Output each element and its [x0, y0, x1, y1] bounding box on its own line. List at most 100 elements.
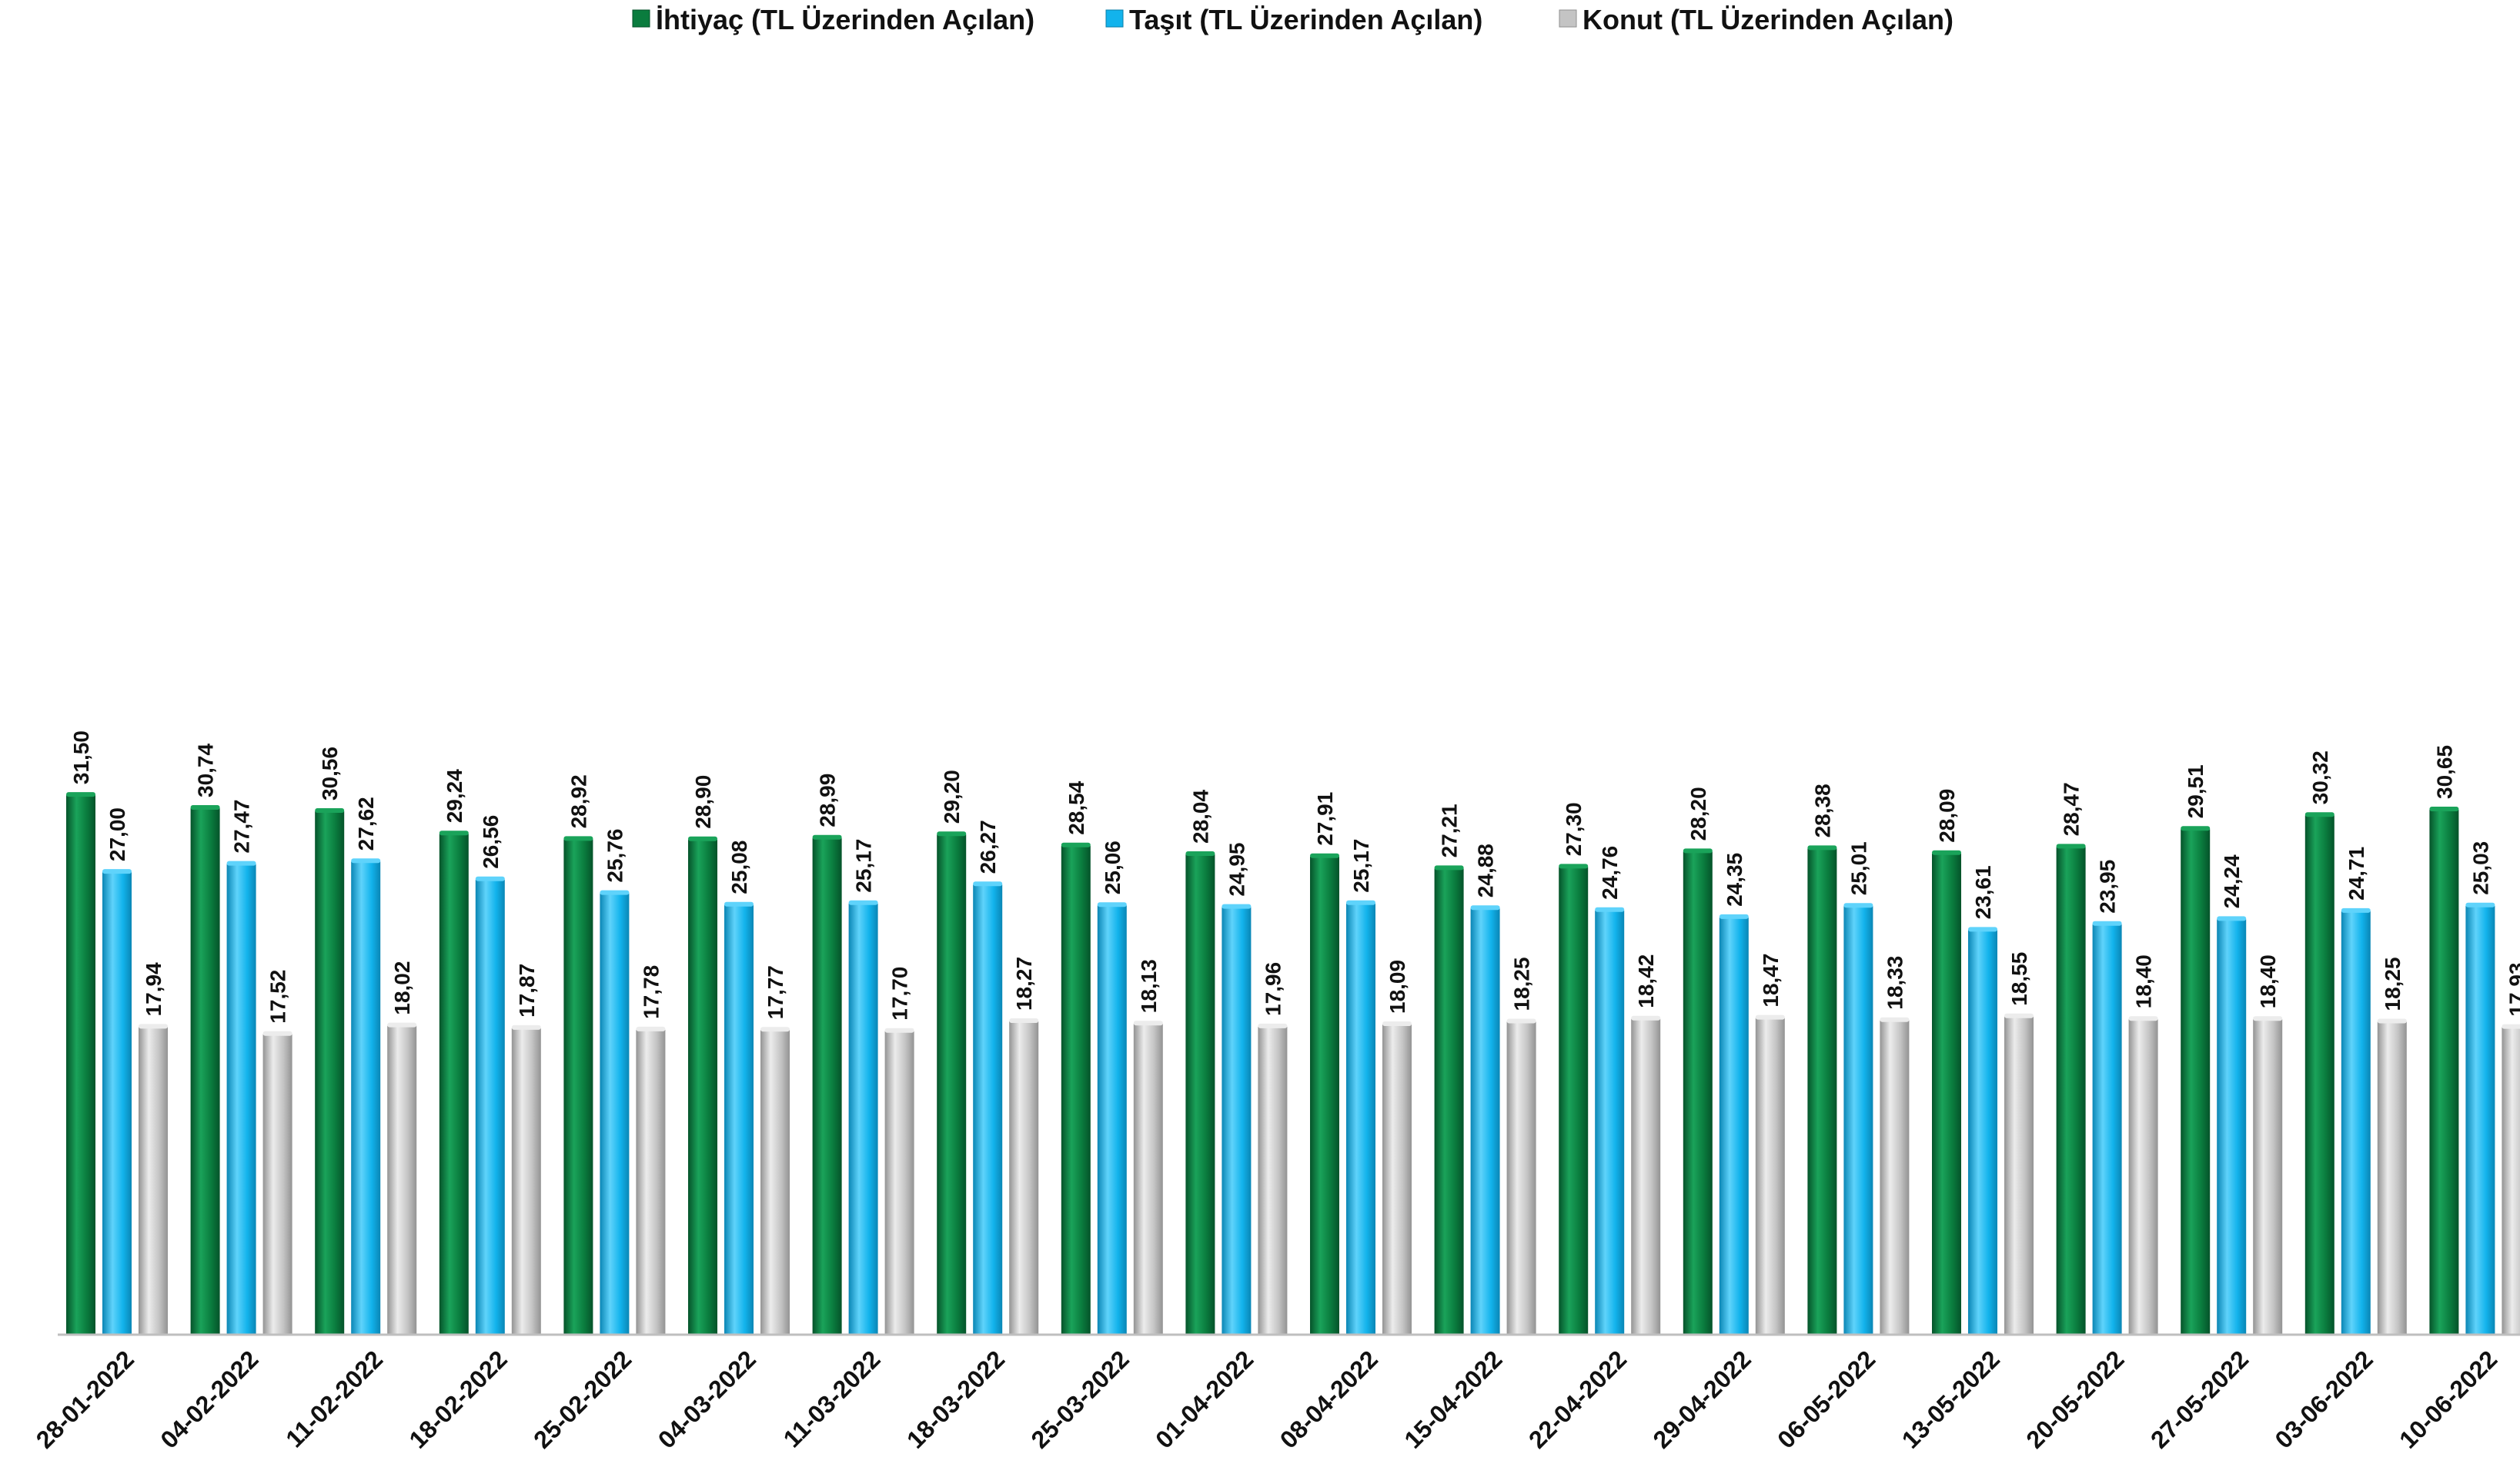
bar-cap-tasit-29-04-2022 — [1719, 914, 1749, 919]
value-label-tasit-08-04-2022: 25,17 — [1349, 839, 1373, 893]
bar-cap-tasit-11-03-2022 — [848, 900, 878, 905]
bar-ihtiyac-11-02-2022 — [315, 811, 345, 1334]
bar-konut-04-03-2022 — [760, 1030, 790, 1334]
bar-konut-01-04-2022 — [1258, 1026, 1288, 1334]
value-label-tasit-20-05-2022: 23,95 — [2096, 860, 2120, 914]
value-label-tasit-04-03-2022: 25,08 — [727, 841, 751, 894]
bar-ihtiyac-18-03-2022 — [937, 834, 967, 1334]
bar-ihtiyac-04-02-2022 — [190, 808, 220, 1334]
bar-cap-ihtiyac-13-05-2022 — [1932, 850, 1961, 855]
x-tick-label-11-03-2022: 11-03-2022 — [778, 1345, 886, 1452]
x-tick-label-29-04-2022: 29-04-2022 — [1648, 1345, 1756, 1453]
bar-cap-ihtiyac-18-03-2022 — [937, 831, 967, 837]
bar-konut-27-05-2022 — [2253, 1019, 2283, 1334]
bar-cap-tasit-20-05-2022 — [2092, 921, 2122, 926]
value-label-ihtiyac-10-06-2022: 30,65 — [2432, 745, 2456, 799]
value-label-konut-13-05-2022: 18,55 — [2007, 952, 2031, 1006]
value-label-tasit-11-03-2022: 25,17 — [852, 839, 876, 893]
value-label-tasit-22-04-2022: 24,76 — [1598, 846, 1622, 900]
bar-tasit-08-04-2022 — [1346, 903, 1375, 1334]
bar-ihtiyac-28-01-2022 — [66, 795, 95, 1334]
value-label-tasit-11-02-2022: 27,62 — [354, 797, 378, 851]
value-label-ihtiyac-27-05-2022: 29,51 — [2184, 764, 2208, 818]
bar-cap-konut-22-04-2022 — [1631, 1015, 1661, 1021]
bar-cap-konut-04-03-2022 — [760, 1027, 790, 1032]
value-label-konut-06-05-2022: 18,33 — [1883, 956, 1907, 1010]
x-tick-label-11-02-2022: 11-02-2022 — [280, 1345, 388, 1452]
bar-cap-konut-25-03-2022 — [1133, 1021, 1163, 1026]
value-label-ihtiyac-15-04-2022: 27,21 — [1438, 804, 1462, 857]
x-tick-label-20-05-2022: 20-05-2022 — [2020, 1345, 2129, 1453]
value-label-ihtiyac-04-03-2022: 28,90 — [691, 775, 715, 829]
bar-ihtiyac-06-05-2022 — [1807, 848, 1837, 1334]
x-tick-label-18-02-2022: 18-02-2022 — [404, 1345, 513, 1453]
bar-konut-11-03-2022 — [884, 1031, 914, 1334]
bar-ihtiyac-27-05-2022 — [2181, 829, 2211, 1334]
value-label-konut-01-04-2022: 17,96 — [1261, 962, 1285, 1016]
value-label-ihtiyac-13-05-2022: 28,09 — [1935, 789, 1959, 843]
bar-cap-ihtiyac-25-03-2022 — [1061, 842, 1091, 847]
bar-tasit-25-02-2022 — [600, 893, 630, 1334]
bar-cap-ihtiyac-10-06-2022 — [2429, 807, 2459, 811]
value-label-tasit-27-05-2022: 24,24 — [2220, 854, 2244, 908]
bar-cap-ihtiyac-11-02-2022 — [315, 808, 345, 813]
bar-konut-15-04-2022 — [1506, 1021, 1536, 1334]
x-tick-label-22-04-2022: 22-04-2022 — [1523, 1345, 1632, 1453]
bar-cap-tasit-15-04-2022 — [1470, 905, 1500, 911]
bar-ihtiyac-29-04-2022 — [1683, 851, 1713, 1334]
bar-tasit-22-04-2022 — [1595, 910, 1625, 1334]
value-label-tasit-18-02-2022: 26,56 — [479, 815, 503, 869]
value-label-tasit-10-06-2022: 25,03 — [2468, 841, 2492, 895]
bar-konut-29-04-2022 — [1755, 1018, 1785, 1334]
x-tick-label-25-02-2022: 25-02-2022 — [528, 1345, 637, 1453]
value-label-ihtiyac-11-02-2022: 30,56 — [318, 747, 342, 801]
x-tick-labels: 28-01-2022 04-02-2022 11-02-2022 18-02-2022… — [31, 1345, 2503, 1453]
legend-swatch-ihtiyac — [632, 9, 650, 28]
bar-ihtiyac-22-04-2022 — [1559, 867, 1589, 1334]
bar-cap-ihtiyac-04-03-2022 — [688, 836, 717, 841]
bar-tasit-25-03-2022 — [1097, 905, 1127, 1334]
bar-tasit-15-04-2022 — [1470, 908, 1500, 1334]
bar-cap-ihtiyac-25-02-2022 — [563, 836, 593, 841]
value-label-tasit-25-03-2022: 25,06 — [1101, 841, 1125, 894]
x-tick-label-15-04-2022: 15-04-2022 — [1399, 1345, 1507, 1453]
bar-tasit-10-06-2022 — [2465, 905, 2495, 1334]
value-label-ihtiyac-04-02-2022: 30,74 — [194, 744, 218, 797]
value-label-konut-27-05-2022: 18,40 — [2256, 954, 2280, 1008]
bar-cap-ihtiyac-28-01-2022 — [66, 792, 95, 797]
value-label-konut-20-05-2022: 18,40 — [2132, 954, 2156, 1008]
x-tick-label-06-05-2022: 06-05-2022 — [1772, 1345, 1880, 1453]
bar-cap-konut-18-03-2022 — [1009, 1018, 1039, 1023]
bar-cap-ihtiyac-20-05-2022 — [2056, 844, 2086, 849]
bars-layer — [66, 792, 2520, 1334]
x-tick-label-04-03-2022: 04-03-2022 — [653, 1345, 761, 1453]
bar-ihtiyac-15-04-2022 — [1434, 868, 1464, 1334]
bar-cap-konut-08-04-2022 — [1382, 1021, 1412, 1026]
value-label-ihtiyac-11-03-2022: 28,99 — [816, 774, 840, 827]
value-label-tasit-13-05-2022: 23,61 — [1971, 865, 1995, 919]
value-label-konut-11-02-2022: 18,02 — [390, 961, 414, 1015]
bar-cap-ihtiyac-22-04-2022 — [1559, 864, 1589, 869]
bar-ihtiyac-20-05-2022 — [2056, 847, 2086, 1334]
bar-ihtiyac-04-03-2022 — [688, 839, 717, 1334]
bar-cap-tasit-25-02-2022 — [600, 890, 630, 895]
value-label-ihtiyac-06-05-2022: 28,38 — [1810, 784, 1834, 837]
legend-item-ihtiyac: İhtiyaç (TL Üzerinden Açılan) — [632, 4, 1034, 35]
value-labels-layer: 31,50 27,00 17,94 30,74 27,47 17,52 30,56 27,62… — [69, 730, 2520, 1024]
value-label-konut-28-01-2022: 17,94 — [142, 962, 165, 1016]
value-label-konut-04-02-2022: 17,52 — [266, 970, 290, 1024]
legend-swatch-tasit — [1105, 9, 1124, 28]
bar-cap-tasit-13-05-2022 — [1968, 927, 1997, 932]
bar-konut-04-02-2022 — [262, 1034, 292, 1334]
value-label-konut-04-03-2022: 17,77 — [764, 965, 787, 1019]
bar-cap-tasit-08-04-2022 — [1346, 900, 1375, 905]
x-tick-label-08-04-2022: 08-04-2022 — [1275, 1345, 1383, 1453]
bar-konut-22-04-2022 — [1631, 1018, 1661, 1334]
value-label-ihtiyac-18-02-2022: 29,24 — [443, 769, 466, 823]
value-label-konut-11-03-2022: 17,70 — [888, 967, 912, 1021]
bar-cap-konut-11-03-2022 — [884, 1028, 914, 1033]
value-label-ihtiyac-08-04-2022: 27,91 — [1313, 792, 1337, 846]
value-label-ihtiyac-20-05-2022: 28,47 — [2060, 782, 2084, 836]
bar-cap-konut-01-04-2022 — [1258, 1023, 1288, 1028]
bar-tasit-28-01-2022 — [102, 872, 132, 1334]
